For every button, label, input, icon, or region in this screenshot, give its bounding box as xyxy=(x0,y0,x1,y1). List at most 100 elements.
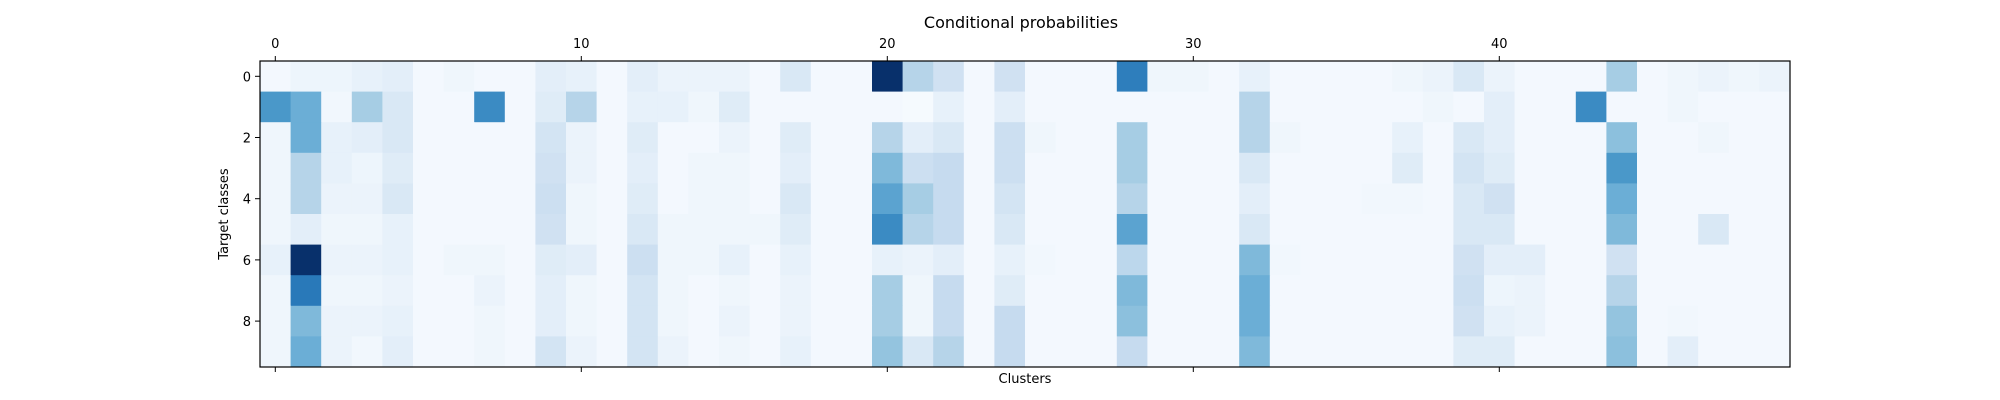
heatmap-cell xyxy=(1514,91,1546,123)
heatmap-cell xyxy=(596,183,628,215)
heatmap-cell xyxy=(1637,336,1668,368)
heatmap-cell xyxy=(1116,214,1148,245)
heatmap-cell xyxy=(566,61,597,92)
heatmap-cell xyxy=(1208,183,1240,215)
heatmap-cell xyxy=(1545,61,1577,92)
heatmap-cell xyxy=(1025,152,1056,184)
heatmap-cell xyxy=(719,336,750,368)
heatmap-cell xyxy=(1759,275,1791,307)
heatmap-cell xyxy=(1178,122,1209,154)
heatmap-cell xyxy=(963,91,995,123)
heatmap-cell xyxy=(474,91,506,123)
heatmap-cell xyxy=(1055,122,1087,154)
heatmap-cell xyxy=(413,305,444,337)
heatmap-cell xyxy=(321,183,353,215)
heatmap-cell xyxy=(443,244,475,276)
heatmap-cell xyxy=(290,152,322,184)
heatmap-cell xyxy=(290,91,322,123)
heatmap-cell xyxy=(1453,183,1485,215)
heatmap-cell xyxy=(1147,214,1179,245)
heatmap-cell xyxy=(902,122,934,154)
heatmap-cell xyxy=(1025,305,1056,337)
heatmap-cell xyxy=(351,305,383,337)
heatmap-cell xyxy=(1453,122,1485,154)
heatmap-cell xyxy=(1392,244,1424,276)
heatmap-cell xyxy=(321,275,353,307)
heatmap-cell xyxy=(1116,336,1148,368)
heatmap-cell xyxy=(1178,275,1209,307)
heatmap-cell xyxy=(1116,91,1148,123)
heatmap-cell xyxy=(1667,122,1699,154)
heatmap-cell xyxy=(351,183,383,215)
heatmap-cell xyxy=(596,91,628,123)
heatmap-cell xyxy=(749,214,781,245)
heatmap-cell xyxy=(382,214,414,245)
heatmap-cell xyxy=(627,244,659,276)
heatmap-cell xyxy=(1331,275,1362,307)
heatmap-cell xyxy=(1208,61,1240,92)
heatmap-cell xyxy=(1422,336,1454,368)
heatmap-cell xyxy=(627,122,659,154)
heatmap-cell xyxy=(1422,275,1454,307)
heatmap-cell xyxy=(1759,152,1791,184)
heatmap-cell xyxy=(1422,91,1454,123)
heatmap-cell xyxy=(290,305,322,337)
heatmap-cell xyxy=(872,152,903,184)
heatmap-cell xyxy=(1514,122,1546,154)
heatmap-cell xyxy=(1728,183,1760,215)
heatmap-cell xyxy=(627,336,659,368)
heatmap-cell xyxy=(504,122,536,154)
heatmap-cell xyxy=(1484,305,1515,337)
heatmap-cell xyxy=(260,91,291,123)
heatmap-cell xyxy=(290,214,322,245)
heatmap-cell xyxy=(841,61,873,92)
heatmap-cell xyxy=(933,122,965,154)
heatmap-cell xyxy=(810,244,842,276)
heatmap-cell xyxy=(535,91,567,123)
heatmap-cell xyxy=(1025,336,1056,368)
heatmap-cell xyxy=(1728,122,1760,154)
heatmap-cell xyxy=(1392,152,1424,184)
heatmap-cell xyxy=(657,183,689,215)
heatmap-cell xyxy=(351,214,383,245)
heatmap-cell xyxy=(1300,183,1332,215)
heatmap-cell xyxy=(933,152,965,184)
heatmap-cell xyxy=(1086,305,1118,337)
heatmap-cell xyxy=(1606,61,1638,92)
heatmap-cell xyxy=(963,336,995,368)
heatmap-cell xyxy=(1514,275,1546,307)
heatmap-cell xyxy=(1361,61,1393,92)
heatmap-cell xyxy=(1178,244,1209,276)
heatmap-cell xyxy=(810,152,842,184)
heatmap-cell xyxy=(413,183,444,215)
y-axis-ticks: 0 2 4 6 8 xyxy=(243,70,260,330)
heatmap-cell xyxy=(321,152,353,184)
heatmap-cell xyxy=(1331,61,1362,92)
heatmap-cell xyxy=(413,122,444,154)
heatmap-cell xyxy=(535,275,567,307)
heatmap-cell xyxy=(1361,244,1393,276)
heatmap-cell xyxy=(841,183,873,215)
heatmap-cell xyxy=(596,305,628,337)
chart-title: Conditional probabilities xyxy=(924,13,1118,32)
heatmap-cell xyxy=(382,244,414,276)
heatmap-cell xyxy=(566,183,597,215)
heatmap-cell xyxy=(1698,244,1730,276)
heatmap-cell xyxy=(566,214,597,245)
heatmap-cell xyxy=(688,91,720,123)
heatmap-cell xyxy=(1575,122,1607,154)
heatmap-cell xyxy=(1178,61,1209,92)
heatmap-cell xyxy=(596,336,628,368)
heatmap-cell xyxy=(1667,152,1699,184)
heatmap-cell xyxy=(504,305,536,337)
heatmap-cell xyxy=(1239,183,1271,215)
heatmap-cell xyxy=(1545,183,1577,215)
heatmap-cell xyxy=(351,122,383,154)
heatmap-cell xyxy=(290,61,322,92)
heatmap-cell xyxy=(1606,305,1638,337)
heatmap-cell xyxy=(1422,244,1454,276)
heatmap-cell xyxy=(627,214,659,245)
heatmap-cell xyxy=(1178,214,1209,245)
heatmap-cell xyxy=(1484,91,1515,123)
